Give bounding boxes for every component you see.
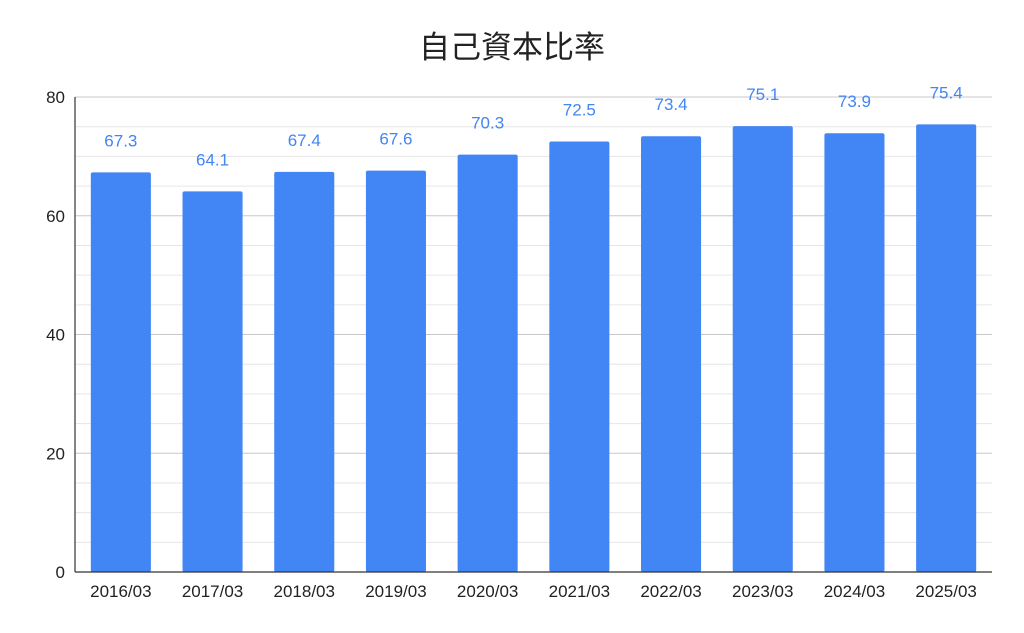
bar — [824, 133, 885, 572]
y-tick-label: 60 — [46, 207, 65, 226]
y-tick-label: 80 — [46, 88, 65, 107]
x-tick-label: 2020/03 — [457, 582, 518, 601]
bar — [182, 191, 243, 572]
x-tick-label: 2023/03 — [732, 582, 793, 601]
data-label: 70.3 — [471, 114, 504, 133]
x-tick-label: 2017/03 — [182, 582, 243, 601]
data-label: 67.4 — [288, 131, 321, 150]
y-tick-label: 0 — [56, 563, 65, 582]
x-tick-label: 2018/03 — [274, 582, 335, 601]
data-label: 73.4 — [655, 95, 688, 114]
y-tick-label: 20 — [46, 444, 65, 463]
bar — [641, 136, 702, 572]
data-label: 67.3 — [104, 131, 137, 150]
bar — [365, 170, 426, 572]
bar — [90, 172, 151, 572]
x-tick-label: 2021/03 — [549, 582, 610, 601]
bar — [457, 154, 518, 572]
y-tick-label: 40 — [46, 326, 65, 345]
chart-title: 自己資本比率 — [419, 30, 605, 66]
x-tick-label: 2019/03 — [365, 582, 426, 601]
x-tick-label: 2024/03 — [824, 582, 885, 601]
data-label: 75.4 — [930, 83, 963, 102]
data-label: 67.6 — [379, 130, 412, 149]
bar — [274, 171, 335, 572]
bar — [916, 124, 977, 572]
data-label: 73.9 — [838, 92, 871, 111]
data-label: 72.5 — [563, 101, 596, 120]
x-tick-label: 2025/03 — [915, 582, 976, 601]
data-label: 75.1 — [746, 85, 779, 104]
bar — [549, 141, 610, 572]
x-tick-label: 2016/03 — [90, 582, 151, 601]
data-label: 64.1 — [196, 150, 229, 169]
bar — [732, 126, 793, 572]
x-tick-label: 2022/03 — [640, 582, 701, 601]
